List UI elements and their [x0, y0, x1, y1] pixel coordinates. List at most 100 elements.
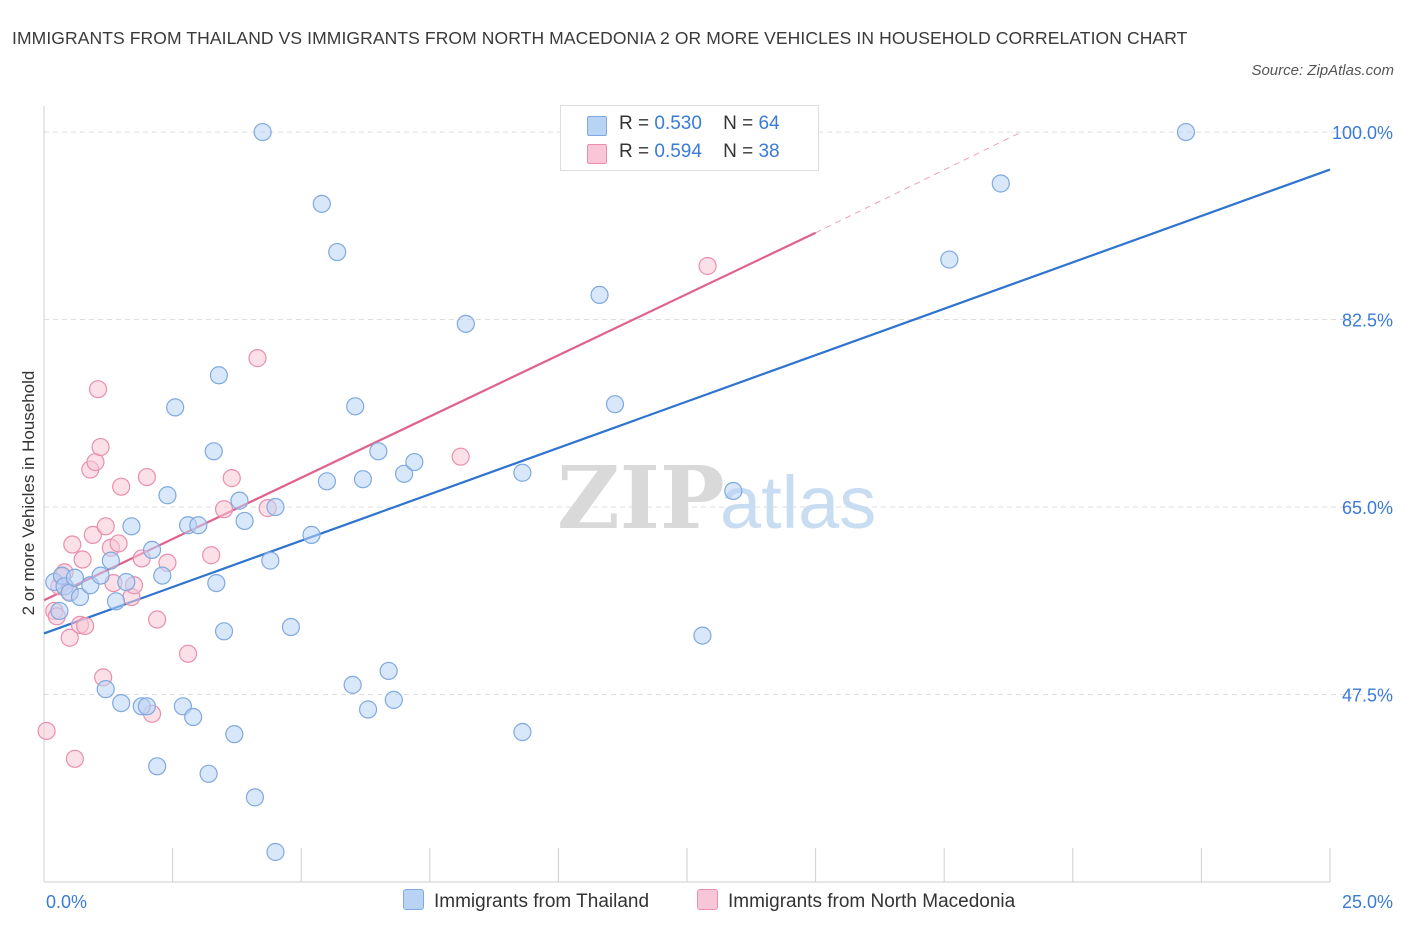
thailand-point [137, 697, 156, 716]
n-label: N = [723, 113, 754, 134]
macedonia-swatch [587, 144, 607, 164]
thailand-point [302, 525, 321, 544]
macedonia-point [451, 447, 470, 466]
thailand-point [312, 194, 331, 213]
thailand-point [199, 764, 218, 783]
thailand-legend-label: Immigrants from Thailand [434, 891, 650, 912]
thailand-point [70, 587, 90, 607]
watermark: ZIP atlas [557, 448, 876, 549]
thailand-point [266, 842, 285, 862]
tick-labels: 47.5% 65.0% 82.5% 100.0% 0.0% 25.0% [46, 123, 1393, 912]
thailand-point [940, 250, 959, 269]
y-tick-label: 82.5% [1342, 311, 1393, 331]
thailand-point [358, 700, 378, 719]
thailand-point [343, 675, 362, 694]
trend-lines [43, 131, 1331, 635]
r-value: 0.594 [654, 141, 702, 162]
thailand-point [1176, 122, 1196, 142]
thailand-point [379, 661, 398, 681]
thailand-point [112, 693, 131, 713]
thailand-point [328, 242, 347, 262]
x-tick-label: 0.0% [46, 892, 87, 912]
bottom-legend-macedonia: Immigrants from North Macedonia [697, 889, 1015, 913]
n-value: 64 [758, 113, 780, 134]
bottom-legend-thailand: Immigrants from Thailand [403, 889, 649, 913]
thailand-point [513, 463, 532, 482]
thailand-point [117, 572, 136, 592]
thailand-point [281, 617, 301, 637]
thailand-point [346, 397, 365, 416]
thailand-point [693, 626, 712, 645]
thailand-point [405, 452, 424, 472]
thailand-point [230, 491, 249, 510]
thailand-point [65, 568, 84, 587]
n-label: N = [723, 141, 754, 162]
y-axis-label: 2 or more Vehicles in Household [19, 371, 38, 616]
macedonia-point [88, 380, 108, 399]
chart-title: IMMIGRANTS FROM THAILAND VS IMMIGRANTS F… [12, 28, 1188, 48]
thailand-point [605, 395, 625, 414]
thailand-point [266, 497, 285, 517]
macedonia-point [76, 616, 95, 636]
macedonia-point [112, 477, 131, 496]
macedonia-point [137, 467, 156, 487]
thailand-swatch [587, 116, 607, 136]
thailand-point [184, 707, 203, 727]
source-label: Source: ZipAtlas.com [1251, 62, 1394, 79]
y-tick-label: 65.0% [1342, 498, 1393, 518]
thailand-point [148, 757, 167, 776]
thailand-point [724, 481, 743, 501]
r-value: 0.530 [654, 113, 702, 134]
correlation-legend: R = 0.530 N = 64 R = 0.594 N = 38 [560, 105, 819, 171]
thailand-point [384, 690, 403, 709]
thailand-point [50, 601, 69, 621]
thailand-point [513, 722, 532, 742]
thailand-point [590, 285, 609, 305]
macedonia-point [109, 534, 128, 553]
thailand-point [189, 516, 208, 535]
thailand-point [207, 573, 226, 593]
thailand-point [142, 540, 162, 559]
macedonia-point [91, 437, 110, 457]
thailand-point [122, 517, 141, 536]
watermark-atlas: atlas [720, 461, 876, 544]
thailand-point [235, 511, 254, 531]
thailand-point [153, 566, 172, 585]
thailand-point [204, 442, 223, 461]
r-label: R = [619, 141, 650, 162]
watermark-zip: ZIP [557, 448, 725, 549]
r-label: R = [619, 113, 650, 134]
thailand-point [369, 442, 388, 461]
macedonia-legend-label: Immigrants from North Macedonia [728, 891, 1016, 912]
x-tick-label: 25.0% [1342, 892, 1393, 912]
y-tick-label: 100.0% [1332, 123, 1393, 143]
gridlines [44, 131, 1370, 696]
macedonia-legend-swatch [697, 889, 718, 910]
thailand-point [317, 472, 337, 491]
thailand-point [261, 551, 280, 570]
macedonia-point [222, 469, 241, 488]
y-tick-label: 47.5% [1342, 686, 1393, 706]
thailand-point [166, 398, 185, 417]
thailand-point [225, 725, 244, 744]
macedonia-point [63, 535, 82, 554]
macedonia-point [248, 349, 267, 368]
thailand-trend-line [43, 168, 1331, 635]
macedonia-trend-extension [815, 131, 1022, 234]
thailand-point [96, 680, 115, 699]
thailand-legend-swatch [403, 889, 424, 910]
macedonia-point [202, 546, 221, 565]
thailand-point [245, 788, 265, 807]
macedonia-point [73, 550, 92, 569]
thailand-point [214, 622, 234, 641]
axes [43, 106, 1331, 883]
macedonia-point [83, 525, 102, 544]
thailand-point [91, 566, 110, 585]
thailand-point [456, 314, 475, 333]
macedonia-trend-line [43, 231, 817, 602]
thailand-point [394, 464, 414, 483]
thailand-point [101, 551, 120, 570]
thailand-point [353, 470, 373, 489]
macedonia-point [96, 517, 115, 536]
